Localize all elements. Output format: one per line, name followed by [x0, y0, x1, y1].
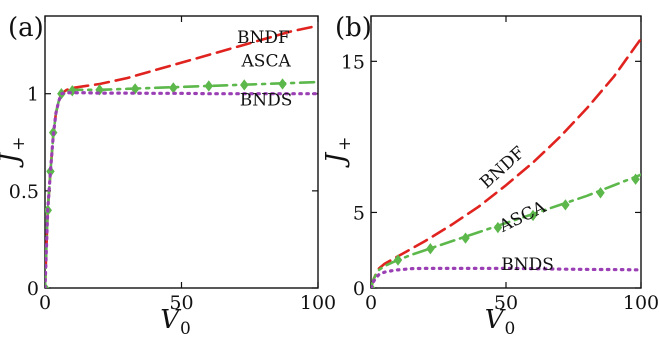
panel-b-ytick-label: 0 — [353, 278, 365, 300]
panel-b-series-asca-marker — [493, 221, 503, 234]
panel-a-ylabel: J+ — [0, 137, 29, 169]
panel-a-series-bndf-line — [45, 24, 318, 288]
panel-a-xlabel-sub: 0 — [180, 319, 191, 339]
panel-a-annotation-asca: ASCA — [241, 52, 292, 72]
panel-a-ytick-label: 0.5 — [9, 181, 39, 203]
panel-b-annotation-bndf: BNDF — [476, 143, 529, 193]
panel-a-xtick-label: 0 — [39, 292, 51, 314]
panel-a-ytick-label: 1 — [27, 84, 39, 106]
panel-b-series-asca-marker — [528, 209, 538, 222]
panel-a-xtick-label: 50 — [169, 292, 193, 314]
panel-b-ylabel: J+ — [321, 137, 355, 169]
panel-b-series-asca-marker — [631, 173, 640, 185]
panel-b-series-asca-line — [371, 173, 641, 288]
panel-b-series-layer — [371, 37, 641, 288]
panel-b-xtick-label: 100 — [623, 292, 659, 314]
panel-b-series-asca-marker — [596, 187, 605, 199]
panel-b-ylabel-sub: + — [335, 137, 355, 151]
panel-a-series-asca-marker — [169, 82, 178, 94]
panel-a-series-asca-marker — [204, 80, 214, 92]
panel-b-xtick-label: 50 — [494, 292, 518, 314]
panel-a-xtick-label: 100 — [300, 292, 336, 314]
panel-b-ytick-label: 5 — [353, 202, 365, 224]
panel-a-ylabel-sub: + — [9, 137, 29, 151]
panel-b-series-bndf-line — [371, 37, 641, 288]
panel-b-label: (b) — [335, 13, 372, 43]
panel-a-annotation-bndf: BNDF — [237, 28, 290, 48]
panel-a-series-layer — [45, 24, 318, 288]
panel-b-series-asca-marker — [461, 232, 470, 244]
panel-b-annotation-asca: ASCA — [495, 197, 550, 237]
panel-b-series-asca-marker — [426, 243, 435, 255]
panel-b-ytick-label: 15 — [341, 51, 365, 73]
panel-a-series-asca-marker — [240, 79, 249, 91]
panel-a-series-bnds-line — [45, 91, 318, 288]
panel-b-xtick-label: 0 — [365, 292, 377, 314]
panel-a-series-asca-marker — [130, 83, 140, 95]
panel-a-series-asca-marker — [278, 78, 287, 90]
panel-b-xlabel-sub: 0 — [504, 319, 515, 339]
panel-b-series-asca-marker — [393, 254, 403, 266]
panel-a-label: (a) — [8, 13, 44, 43]
panel-b-series-bnds-line — [371, 266, 641, 288]
panel-a-series-asca-line — [45, 80, 318, 288]
panel-a-ytick-label: 0 — [27, 278, 39, 300]
panel-b-annotation-bnds: BNDS — [501, 255, 554, 275]
panel-b-series-asca-marker — [561, 199, 570, 211]
panel-a-annotation-bnds: BNDS — [240, 90, 293, 110]
